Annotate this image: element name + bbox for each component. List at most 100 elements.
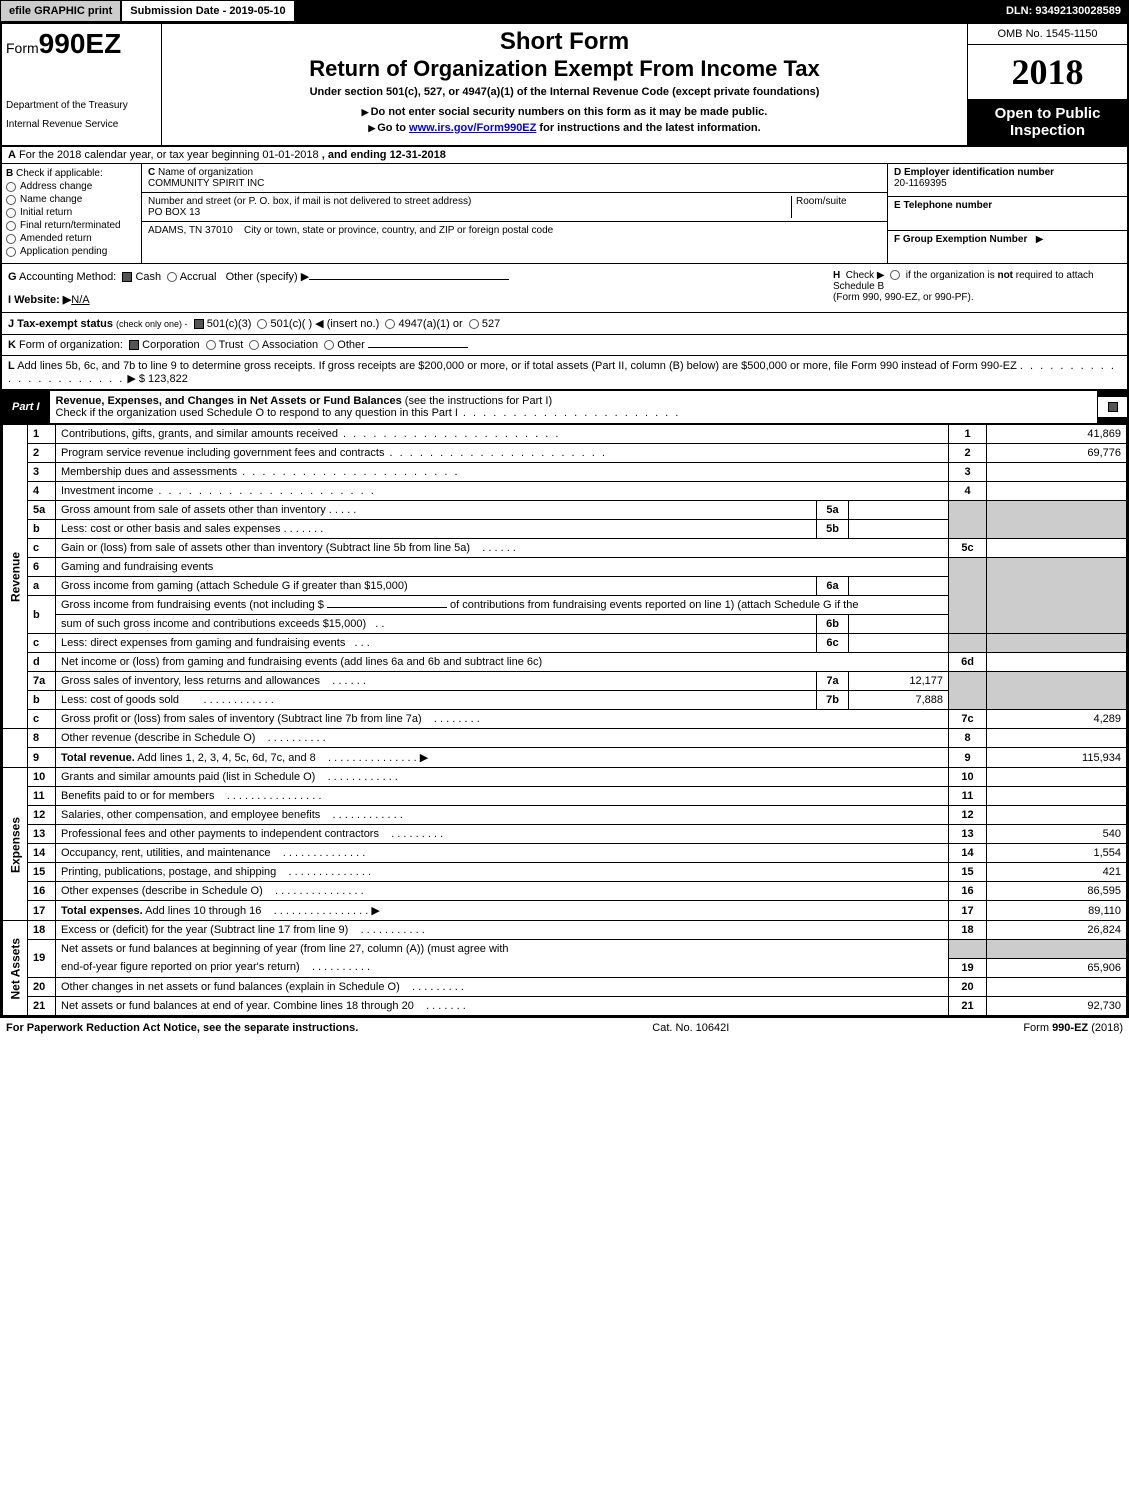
amt-7c: 4,289	[987, 710, 1127, 729]
chk-schedule-b[interactable]	[890, 270, 900, 280]
other-specify-input[interactable]	[309, 279, 509, 280]
amt-2: 69,776	[987, 444, 1127, 463]
dept-treasury: Department of the Treasury	[6, 100, 157, 111]
footer-left: For Paperwork Reduction Act Notice, see …	[6, 1022, 358, 1034]
line-7a: 7a Gross sales of inventory, less return…	[3, 672, 1127, 691]
chk-initial-return[interactable]: Initial return	[6, 207, 137, 218]
line-14: 14 Occupancy, rent, utilities, and maint…	[3, 844, 1127, 863]
chk-application-pending[interactable]: Application pending	[6, 246, 137, 257]
block-b: B Check if applicable: Address change Na…	[2, 164, 142, 263]
org-name-row: C Name of organization COMMUNITY SPIRIT …	[142, 164, 887, 193]
amt-18: 26,824	[987, 921, 1127, 940]
block-def: D Employer identification number 20-1169…	[887, 164, 1127, 263]
dln: DLN: 93492130028589	[998, 1, 1129, 21]
irs: Internal Revenue Service	[6, 119, 157, 130]
return-title: Return of Organization Exempt From Incom…	[170, 56, 959, 82]
group-exemption-row: F Group Exemption Number ▶	[888, 231, 1127, 263]
footer-cat: Cat. No. 10642I	[652, 1022, 729, 1034]
row-gh: G Accounting Method: Cash Accrual Other …	[2, 264, 1127, 313]
telephone-row: E Telephone number	[888, 197, 1127, 230]
row-a: A For the 2018 calendar year, or tax yea…	[2, 147, 1127, 164]
org-address: PO BOX 13	[148, 207, 200, 218]
submission-date: Submission Date - 2019-05-10	[121, 0, 294, 22]
goto-link[interactable]: www.irs.gov/Form990EZ	[409, 122, 536, 134]
line-19: 19 Net assets or fund balances at beginn…	[3, 940, 1127, 959]
short-form-title: Short Form	[170, 28, 959, 56]
chk-501c[interactable]	[257, 319, 267, 329]
line-20: 20 Other changes in net assets or fund b…	[3, 977, 1127, 996]
line-6: 6 Gaming and fundraising events	[3, 558, 1127, 577]
amt-5c	[987, 539, 1127, 558]
amt-20	[987, 977, 1127, 996]
gross-receipts: $ 123,822	[139, 373, 188, 385]
expenses-label: Expenses	[3, 768, 28, 921]
amt-1: 41,869	[987, 425, 1127, 444]
chk-cash[interactable]	[122, 272, 132, 282]
chk-final-return[interactable]: Final return/terminated	[6, 220, 137, 231]
chk-name-change[interactable]: Name change	[6, 194, 137, 205]
amt-12	[987, 806, 1127, 825]
line-17: 17 Total expenses. Add lines 10 through …	[3, 901, 1127, 921]
line-6c: c Less: direct expenses from gaming and …	[3, 634, 1127, 653]
omb-number: OMB No. 1545-1150	[968, 24, 1127, 45]
line-7c: c Gross profit or (loss) from sales of i…	[3, 710, 1127, 729]
amt-21: 92,730	[987, 996, 1127, 1015]
line-12: 12 Salaries, other compensation, and emp…	[3, 806, 1127, 825]
org-address-row: Number and street (or P. O. box, if mail…	[142, 193, 887, 222]
org-name: COMMUNITY SPIRIT INC	[148, 178, 264, 189]
page-footer: For Paperwork Reduction Act Notice, see …	[0, 1018, 1129, 1038]
ein-row: D Employer identification number 20-1169…	[888, 164, 1127, 197]
amt-16: 86,595	[987, 882, 1127, 901]
line-6d: d Net income or (loss) from gaming and f…	[3, 653, 1127, 672]
under-section: Under section 501(c), 527, or 4947(a)(1)…	[170, 86, 959, 98]
line-3: 3 Membership dues and assessments 3	[3, 463, 1127, 482]
chk-trust[interactable]	[206, 340, 216, 350]
amt-7a: 12,177	[849, 672, 949, 691]
form-number: 990EZ	[39, 28, 122, 59]
part1-title: Revenue, Expenses, and Changes in Net As…	[50, 391, 1097, 423]
chk-other-org[interactable]	[324, 340, 334, 350]
part1-label: Part I	[2, 397, 50, 417]
efile-print-button[interactable]: efile GRAPHIC print	[0, 0, 121, 22]
line-13: 13 Professional fees and other payments …	[3, 825, 1127, 844]
chk-501c3[interactable]	[194, 319, 204, 329]
room-suite: Room/suite	[791, 196, 881, 218]
website: N/A	[71, 294, 89, 306]
lines-table: Revenue 1 Contributions, gifts, grants, …	[2, 424, 1127, 1016]
form-header: Form990EZ Department of the Treasury Int…	[2, 24, 1127, 147]
line-10: Expenses 10 Grants and similar amounts p…	[3, 768, 1127, 787]
amt-15: 421	[987, 863, 1127, 882]
amt-7b: 7,888	[849, 691, 949, 710]
net-assets-label: Net Assets	[3, 921, 28, 1016]
amt-10	[987, 768, 1127, 787]
form-prefix: Form	[6, 40, 39, 56]
line-8: 8 Other revenue (describe in Schedule O)…	[3, 729, 1127, 748]
chk-527[interactable]	[469, 319, 479, 329]
form-name: Form990EZ	[6, 28, 157, 60]
open-to-public: Open to PublicInspection	[968, 99, 1127, 145]
part1-schedule-o-check[interactable]	[1097, 397, 1127, 417]
line-4: 4 Investment income 4	[3, 482, 1127, 501]
chk-association[interactable]	[249, 340, 259, 350]
line-18: Net Assets 18 Excess or (deficit) for th…	[3, 921, 1127, 940]
row-j: J Tax-exempt status (check only one) - 5…	[2, 313, 1127, 335]
do-not-note: Do not enter social security numbers on …	[170, 106, 959, 118]
chk-amended-return[interactable]: Amended return	[6, 233, 137, 244]
chk-corporation[interactable]	[129, 340, 139, 350]
line-11: 11 Benefits paid to or for members . . .…	[3, 787, 1127, 806]
line-2: 2 Program service revenue including gove…	[3, 444, 1127, 463]
top-bar: efile GRAPHIC print Submission Date - 20…	[0, 0, 1129, 22]
chk-accrual[interactable]	[167, 272, 177, 282]
line-5c: c Gain or (loss) from sale of assets oth…	[3, 539, 1127, 558]
line-19b: end-of-year figure reported on prior yea…	[3, 958, 1127, 977]
amt-6d	[987, 653, 1127, 672]
amt-4	[987, 482, 1127, 501]
chk-4947[interactable]	[385, 319, 395, 329]
line-16: 16 Other expenses (describe in Schedule …	[3, 882, 1127, 901]
blocks-bcdef: B Check if applicable: Address change Na…	[2, 164, 1127, 264]
amt-8	[987, 729, 1127, 748]
line-5a: 5a Gross amount from sale of assets othe…	[3, 501, 1127, 520]
row-h: H Check ▶ if the organization is not req…	[827, 264, 1127, 312]
chk-address-change[interactable]: Address change	[6, 181, 137, 192]
row-l: L Add lines 5b, 6c, and 7b to line 9 to …	[2, 356, 1127, 391]
